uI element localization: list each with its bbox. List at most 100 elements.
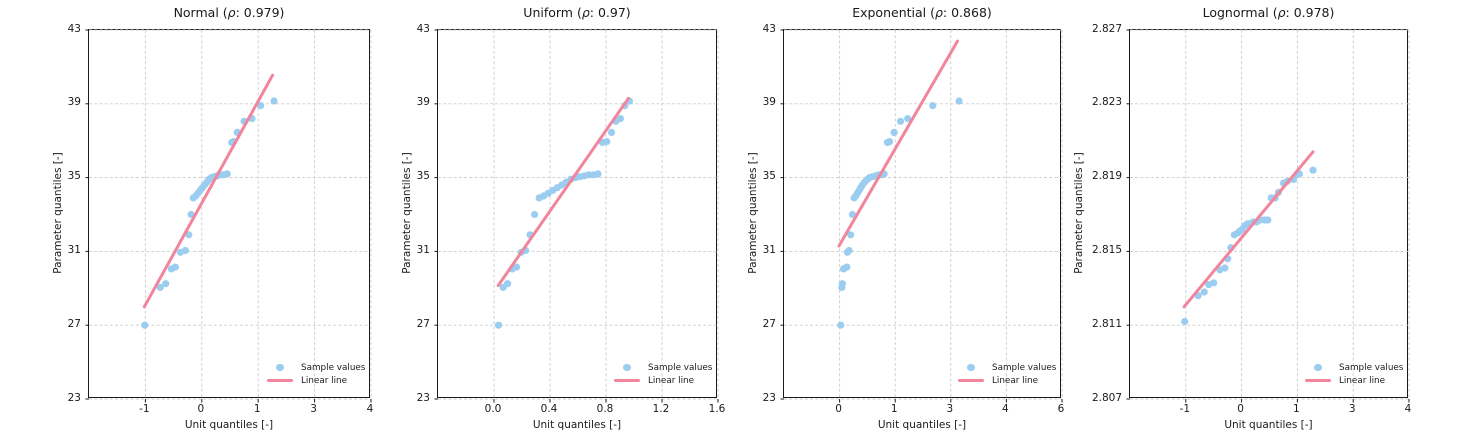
scatter-point — [240, 117, 248, 125]
scatter-point — [625, 97, 634, 105]
linear-line-marker — [612, 379, 642, 382]
scatter-point — [857, 184, 865, 192]
linear-fit-line — [496, 96, 630, 287]
scatter-point — [540, 192, 548, 200]
plot-area — [85, 29, 372, 403]
scatter-point — [1205, 281, 1213, 289]
sample-values-marker — [612, 363, 642, 372]
sample-values-marker — [1303, 363, 1333, 372]
scatter-point — [192, 192, 200, 200]
scatter-point — [223, 170, 231, 178]
scatter-point — [522, 246, 530, 255]
scatter-point — [886, 138, 894, 146]
scatter-point — [955, 97, 963, 105]
legend: Sample values Linear line — [1303, 361, 1403, 387]
scatter-point — [1293, 170, 1301, 178]
legend-dot-icon — [276, 363, 284, 372]
x-tick-label: 3 — [946, 403, 954, 415]
scatter-point — [156, 283, 164, 291]
scatter-point — [1224, 255, 1232, 263]
x-tick-label: 1 — [253, 403, 261, 415]
plot-area — [434, 29, 719, 403]
linear-line-marker — [956, 379, 986, 382]
y-tick-label: 2.815 — [1091, 243, 1122, 256]
plot-title: Exponential (ρ: 0.868) — [783, 5, 1061, 20]
y-tick-label: 2.807 — [1091, 391, 1122, 404]
y-tick-label: 35 — [67, 170, 81, 183]
scatter-point — [1249, 218, 1257, 226]
scatter-point — [205, 175, 213, 183]
scatter-point — [1194, 292, 1202, 300]
scatter-point — [589, 171, 597, 179]
scatter-point — [233, 128, 241, 136]
y-axis-label: Parameter quantiles [-] — [52, 151, 64, 274]
y-axis-label: Parameter quantiles [-] — [401, 151, 413, 274]
rho-symbol: ρ — [934, 5, 943, 20]
scatter-point — [1244, 220, 1252, 228]
sample-values-marker — [265, 363, 295, 372]
scatter-point — [598, 138, 606, 147]
scatter-point — [880, 170, 888, 178]
legend-line-icon — [614, 379, 640, 382]
scatter-point — [858, 181, 866, 189]
scatter-point — [531, 210, 539, 219]
x-tick-label: 4 — [1404, 403, 1412, 415]
scatter-point — [1241, 222, 1249, 230]
scatter-point — [1227, 244, 1235, 252]
scatter-point — [512, 263, 521, 271]
x-tick-label: 1 — [890, 403, 898, 415]
x-tick-label: -1 — [139, 403, 150, 415]
linear-line-marker — [265, 379, 295, 382]
plot-svg — [1126, 29, 1410, 403]
legend-line-icon — [267, 379, 293, 382]
scatter-point — [848, 210, 856, 219]
scatter-point — [837, 321, 845, 329]
legend-dot-icon — [623, 363, 631, 372]
scatter-point — [904, 115, 912, 123]
scatter-point — [210, 173, 218, 181]
scatter-point — [517, 248, 525, 256]
scatter-point — [549, 186, 557, 195]
legend-row-sample: Sample values — [956, 361, 1056, 374]
x-tick-label: 3 — [310, 403, 317, 415]
scatter-point — [1221, 264, 1229, 272]
scatter-point — [594, 170, 602, 178]
x-tick-label: 6 — [1057, 403, 1065, 415]
x-tick-label: 3 — [1348, 403, 1356, 415]
x-tick-label: 1.6 — [708, 403, 726, 415]
scatter-point — [1289, 175, 1298, 183]
plot-svg — [434, 29, 719, 403]
y-tick-label: 27 — [67, 317, 81, 330]
x-axis-label: Unit quantiles [-] — [184, 419, 274, 431]
scatter-point — [1181, 317, 1189, 326]
scatter-point — [1246, 220, 1254, 228]
scatter-point — [1295, 170, 1303, 178]
rho-value: : 0.979) — [235, 5, 285, 20]
scatter-point — [181, 246, 189, 255]
scatter-point — [1234, 229, 1242, 237]
scatter-point — [201, 181, 209, 189]
scatter-point — [203, 178, 211, 186]
x-tick-label: 0 — [835, 403, 842, 415]
legend-row-line: Linear line — [265, 374, 365, 387]
scatter-point — [874, 171, 883, 179]
legend: Sample values Linear line — [612, 361, 712, 387]
legend-row-sample: Sample values — [1303, 361, 1403, 374]
y-tick-label: 31 — [416, 243, 430, 256]
scatter-point — [213, 172, 221, 180]
scatter-point — [187, 210, 195, 219]
plot-title-text: Uniform ( — [523, 5, 582, 20]
scatter-point — [562, 178, 570, 186]
scatter-point — [526, 231, 534, 239]
scatter-point — [219, 171, 227, 179]
plot-area — [1126, 29, 1410, 403]
scatter-point — [877, 171, 885, 179]
scatter-point — [1283, 177, 1291, 185]
scatter-point — [248, 115, 256, 123]
scatter-point — [1230, 231, 1238, 239]
legend-dot-icon — [1314, 363, 1322, 372]
scatter-point — [843, 248, 851, 256]
y-tick-label: 2.827 — [1091, 22, 1122, 35]
scatter-point — [553, 184, 561, 192]
